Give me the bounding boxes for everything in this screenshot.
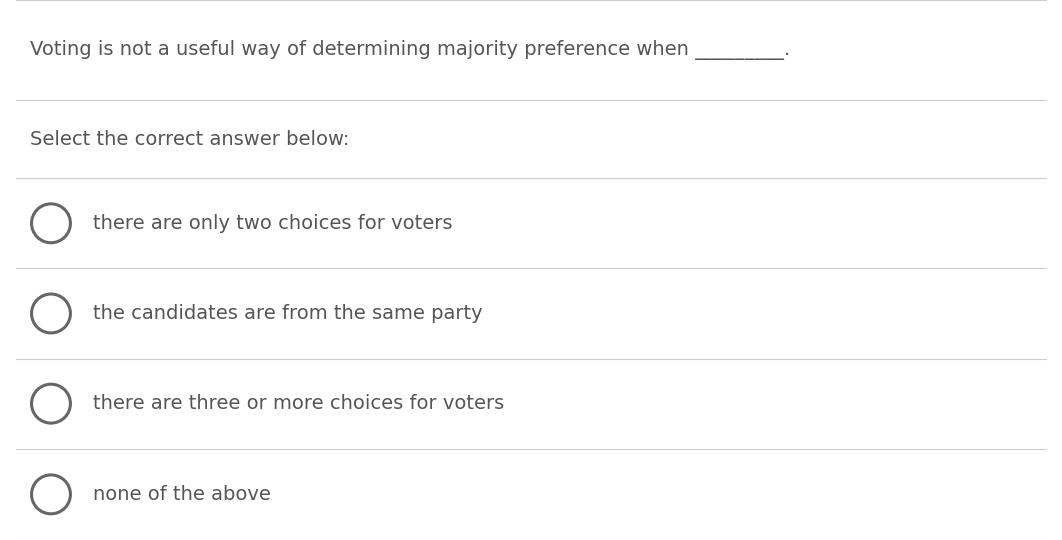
Text: Select the correct answer below:: Select the correct answer below: (30, 130, 349, 148)
Text: there are three or more choices for voters: there are three or more choices for vote… (93, 394, 504, 413)
Text: none of the above: none of the above (93, 485, 271, 504)
Text: there are only two choices for voters: there are only two choices for voters (93, 214, 453, 233)
Text: the candidates are from the same party: the candidates are from the same party (93, 304, 483, 323)
Text: Voting is not a useful way of determining majority preference when _________.: Voting is not a useful way of determinin… (30, 40, 790, 60)
